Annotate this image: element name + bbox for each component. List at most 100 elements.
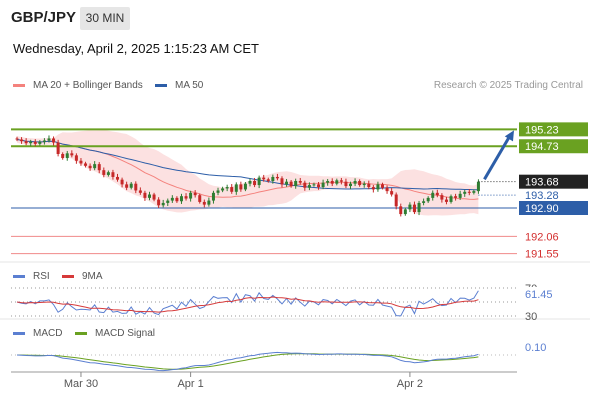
candle-body xyxy=(202,201,206,205)
rsi-value-box xyxy=(521,286,561,301)
candle-body xyxy=(125,184,129,188)
candle-body xyxy=(97,164,101,171)
candle-body xyxy=(440,195,444,200)
candle-body xyxy=(431,192,435,198)
rsi-level-label: 30 xyxy=(525,311,537,323)
ma50-price-label: 193.28 xyxy=(525,190,559,202)
candle-body xyxy=(390,191,394,195)
candle-body xyxy=(458,193,462,198)
rsi-value-label: 61.45 xyxy=(525,289,553,301)
candle-body xyxy=(262,177,266,180)
candle-body xyxy=(280,178,284,185)
macd-line xyxy=(16,351,479,372)
candle-body xyxy=(161,202,165,206)
candle-body xyxy=(152,194,156,200)
candle-body xyxy=(312,184,316,186)
candle-body xyxy=(294,181,298,187)
legend-ma50: MA 50 xyxy=(155,80,203,91)
current-price-label: 193.68 xyxy=(525,177,559,189)
resistance-price-label-box xyxy=(519,122,588,137)
candle-body xyxy=(330,181,334,184)
timeframe-button[interactable]: 30 MIN xyxy=(80,7,130,30)
candle-body xyxy=(339,180,343,182)
candle-body xyxy=(65,153,69,159)
candle-body xyxy=(353,181,357,184)
candle-body xyxy=(289,181,293,187)
candle-body xyxy=(362,183,366,186)
chart-datetime: Wednesday, April 2, 2025 1:15:23 AM CET xyxy=(13,41,259,56)
candle-body xyxy=(221,188,225,191)
legend-label: MACD xyxy=(33,328,63,339)
candle-body xyxy=(472,191,476,193)
candle-body xyxy=(61,154,65,159)
x-tick-label: Apr 2 xyxy=(397,378,423,390)
macd-signal-line xyxy=(17,353,479,370)
credit-text: Research © 2025 Trading Central xyxy=(433,80,583,91)
candle-body xyxy=(166,200,170,203)
candle-body xyxy=(102,170,106,175)
support-price-label: 192.90 xyxy=(525,203,559,215)
candle-body xyxy=(20,139,24,142)
candle-body xyxy=(417,202,421,213)
current-price-label-box xyxy=(519,174,588,189)
candle-body xyxy=(376,184,380,190)
candle-body xyxy=(29,141,33,144)
candle-body xyxy=(317,184,321,188)
legend-label: 9MA xyxy=(82,271,103,282)
candle-body xyxy=(143,192,147,198)
candle-body xyxy=(52,138,56,143)
legend-rsi: RSI xyxy=(13,271,50,282)
legend-label: MACD Signal xyxy=(95,328,156,339)
candle-body xyxy=(179,196,183,202)
candle-body xyxy=(285,181,289,185)
ma20-swatch xyxy=(13,84,25,87)
resistance-price-label: 195.23 xyxy=(525,124,559,136)
ma50-swatch xyxy=(155,84,167,87)
candle-body xyxy=(344,181,348,187)
ma50-line xyxy=(16,139,479,191)
candle-body xyxy=(79,160,83,164)
candle-body xyxy=(170,197,174,201)
x-tick-label: Mar 30 xyxy=(64,378,98,390)
legend-macd: MACD xyxy=(13,328,62,339)
candle-body xyxy=(230,187,234,192)
forecast-arrow-head xyxy=(504,130,514,142)
candle-body xyxy=(106,172,110,175)
candle-body xyxy=(298,181,302,183)
candle-body xyxy=(175,197,179,202)
legend-rsi-ma: 9MA xyxy=(62,271,103,282)
candle-body xyxy=(216,190,220,193)
candle-body xyxy=(138,190,142,193)
candle-body xyxy=(129,183,133,188)
candle-body xyxy=(399,206,403,215)
candle-body xyxy=(380,184,384,188)
bollinger-band xyxy=(17,129,479,216)
legend-macd-signal: MACD Signal xyxy=(75,328,155,339)
candle-body xyxy=(467,191,471,193)
candle-body xyxy=(271,176,275,181)
rsi-ma-line xyxy=(16,296,479,313)
candle-body xyxy=(367,183,371,188)
resistance-price-label-box xyxy=(519,139,588,154)
candle-body xyxy=(207,200,211,205)
candle-body xyxy=(56,142,60,154)
candle-body xyxy=(33,141,37,144)
candle-body xyxy=(243,183,247,190)
candle-body xyxy=(257,177,261,186)
candle-body xyxy=(426,197,430,202)
candle-body xyxy=(234,184,238,192)
candle-body xyxy=(42,140,46,142)
macd-signal-swatch xyxy=(75,332,87,335)
candle-body xyxy=(412,204,416,213)
support-price-label-box xyxy=(519,201,588,215)
legend-label: MA 50 xyxy=(175,80,204,91)
candle-body xyxy=(422,201,426,203)
candle-body xyxy=(211,192,215,201)
candle-body xyxy=(15,138,19,140)
legend-label: RSI xyxy=(33,271,50,282)
candle-body xyxy=(435,192,439,196)
candle-body xyxy=(120,179,124,185)
candle-body xyxy=(444,199,448,202)
rsi-line xyxy=(16,290,479,317)
